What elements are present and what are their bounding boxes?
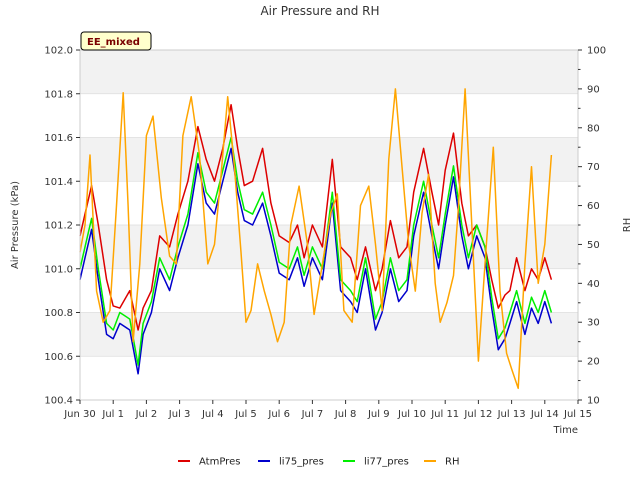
x-tick-label: Jul 2 — [135, 409, 158, 420]
x-tick-label: Jul 9 — [367, 409, 390, 420]
legend-item-li77_pres: li77_pres — [343, 457, 409, 468]
y2-tick-label: 100 — [587, 46, 606, 57]
x-axis-label: Time — [553, 425, 578, 436]
badge-box — [80, 31, 152, 51]
badge-text: EE_mixed — [87, 37, 140, 48]
plot-band — [80, 137, 578, 182]
x-tick-label: Jul 5 — [234, 409, 257, 420]
legend-label: li75_pres — [279, 457, 324, 468]
legend-label: li77_pres — [364, 457, 409, 468]
x-tick-label: Jul 4 — [201, 409, 224, 420]
x-tick-label: Jul 3 — [168, 409, 191, 420]
legend: AtmPres li75_pres li77_pres RH — [178, 457, 459, 468]
mixed-badge: EE_mixed — [80, 31, 152, 51]
y-axis-label: Air Pressure (kPa) — [10, 181, 21, 269]
y2-tick-label: 60 — [587, 201, 600, 212]
legend-label: RH — [445, 457, 459, 468]
series-layer — [79, 88, 553, 390]
x-tick-label: Jul 8 — [334, 409, 357, 420]
y2-tick-label: 70 — [587, 162, 600, 173]
y-tick-label: 100.6 — [44, 352, 73, 363]
x-tick-label: Jul 14 — [530, 409, 559, 420]
y-tick-label: 101.6 — [44, 133, 73, 144]
x-tick-label: Jul 15 — [563, 409, 592, 420]
plot-band — [80, 50, 578, 94]
y-tick-label: 100.4 — [44, 396, 73, 407]
series-line-li77_pres — [79, 136, 553, 366]
y-tick-label: 101.2 — [44, 221, 73, 232]
legend-label: AtmPres — [199, 457, 240, 468]
y2-axis-label: RH — [622, 218, 633, 232]
y2-tick-label: 20 — [587, 357, 600, 368]
legend-item-RH: RH — [424, 457, 459, 468]
legend-item-AtmPres: AtmPres — [178, 457, 240, 468]
y-tick-label: 101.4 — [44, 177, 73, 188]
y2-tick-label: 50 — [587, 240, 600, 251]
y2-tick-label: 30 — [587, 318, 600, 329]
y-tick-label: 101.8 — [44, 89, 73, 100]
chart-title: Air Pressure and RH — [260, 4, 379, 18]
y2-tick-label: 90 — [587, 84, 600, 95]
legend-item-li75_pres: li75_pres — [258, 457, 324, 468]
x-tick-label: Jul 13 — [497, 409, 526, 420]
axes: 100.4 100.6 100.8 101.0 101.2 101.4 101.6 101.8… — [44, 46, 606, 421]
y-tick-label: 102.0 — [44, 46, 73, 57]
x-tick-label: Jul 10 — [397, 409, 426, 420]
y-tick-label: 100.8 — [44, 308, 73, 319]
x-tick-label: Jul 12 — [463, 409, 492, 420]
x-tick-label: Jul 7 — [301, 409, 324, 420]
series-line-RH — [79, 88, 553, 390]
x-tick-label: Jul 11 — [430, 409, 459, 420]
x-tick-label: Jun 30 — [63, 409, 96, 420]
y-tick-label: 101.0 — [44, 264, 73, 275]
y2-tick-label: 40 — [587, 279, 600, 290]
x-tick-label: Jul 1 — [101, 409, 124, 420]
x-tick-label: Jul 6 — [267, 409, 290, 420]
y2-tick-label: 80 — [587, 123, 600, 134]
y2-tick-label: 10 — [587, 396, 600, 407]
